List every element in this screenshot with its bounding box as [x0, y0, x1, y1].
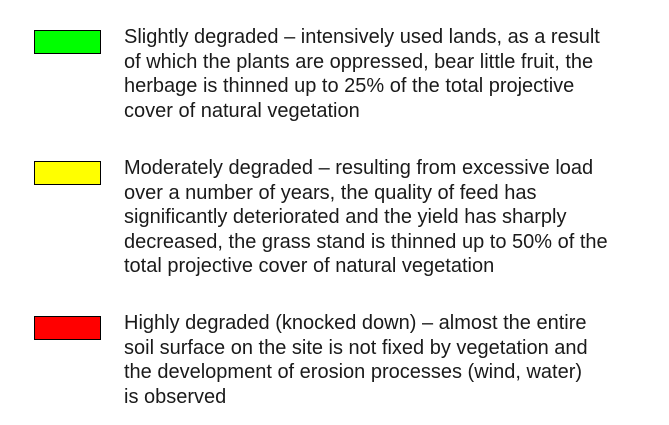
description-line: over a number of years, the quality of f…: [124, 181, 537, 204]
description-line: Slightly degraded – intensively used lan…: [124, 26, 600, 48]
color-swatch-red: [34, 316, 101, 340]
description-line: Moderately degraded – resulting from exc…: [124, 157, 594, 179]
description-line: herbage is thinned up to 25% of the tota…: [124, 75, 575, 97]
description-line: significantly deteriorated and the yield…: [124, 206, 567, 228]
legend-description-highly-degraded: Highly degraded (knocked down) – almost …: [124, 311, 664, 409]
description-line: soil surface on the site is not fixed by…: [124, 336, 588, 359]
description-line: total projective cover of natural vegeta…: [124, 255, 495, 277]
legend-description-moderately-degraded: Moderately degraded – resulting from exc…: [124, 156, 664, 279]
description-line: Highly degraded (knocked down) – almost …: [124, 312, 587, 334]
description-line: of which the plants are oppressed, bear …: [124, 50, 594, 73]
color-swatch-yellow: [34, 161, 101, 185]
description-line: is observed: [124, 385, 227, 408]
legend-description-slightly-degraded: Slightly degraded – intensively used lan…: [124, 25, 664, 123]
description-line: the development of erosion processes (wi…: [124, 361, 583, 383]
color-swatch-green: [34, 30, 101, 54]
description-line: cover of natural vegetation: [124, 99, 360, 122]
description-line: decreased, the grass stand is thinned up…: [124, 230, 608, 253]
